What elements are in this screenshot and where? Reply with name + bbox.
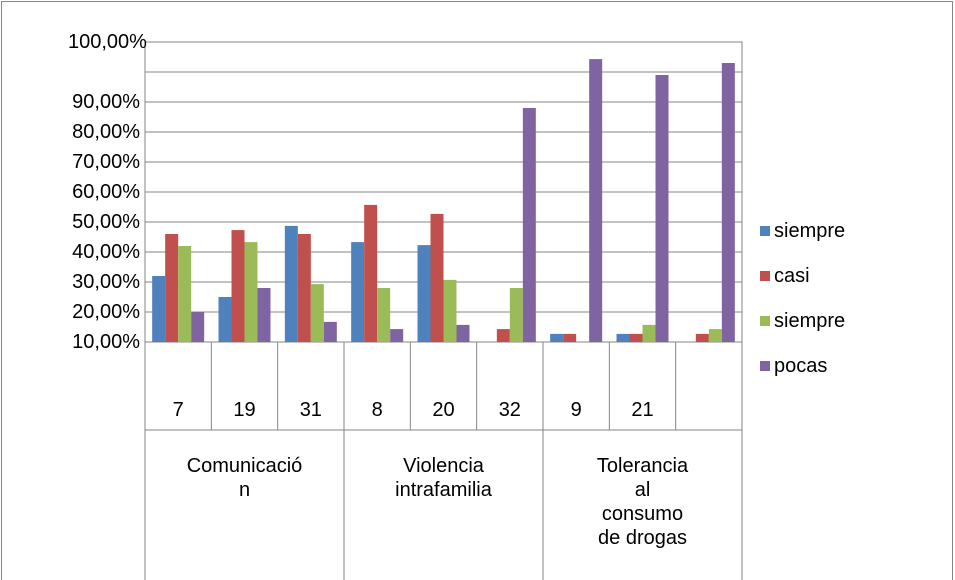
x-tick-label: 20: [432, 399, 455, 421]
x-tick-label: 8: [371, 399, 383, 421]
y-tick-label: 30,00%: [72, 271, 140, 293]
bar: [456, 324, 470, 342]
bar: [191, 312, 205, 342]
x-tick-label: 31: [299, 399, 322, 421]
bar: [443, 279, 457, 342]
bar: [218, 297, 232, 342]
bar: [165, 234, 179, 342]
bar: [364, 204, 378, 342]
bar: [310, 284, 324, 342]
x-tick-label: 21: [631, 399, 654, 421]
legend-swatch: [760, 226, 770, 236]
group-label: Tolerancia al consumo de drogas: [596, 455, 689, 549]
bar: [616, 333, 630, 342]
bar: [655, 75, 669, 342]
y-tick-label: 20,00%: [72, 301, 140, 323]
legend-label: casi: [774, 265, 810, 287]
bar: [708, 329, 722, 342]
legend-swatch: [760, 361, 770, 371]
bar: [417, 245, 431, 342]
legend-label: siempre: [774, 220, 846, 242]
group-label: Violencia intrafamilia: [395, 455, 492, 501]
bar: [642, 324, 656, 342]
bar: [430, 213, 444, 342]
bar: [323, 321, 337, 342]
bar: [695, 333, 709, 342]
y-tick-label: 70,00%: [72, 151, 140, 173]
bar: [629, 333, 643, 342]
bar: [152, 276, 166, 342]
bar: [563, 333, 577, 342]
legend-swatch: [760, 271, 770, 281]
bar: [244, 242, 258, 342]
bar: [178, 246, 192, 342]
bar: [509, 288, 523, 342]
y-tick-label: 90,00%: [72, 91, 140, 113]
bar: [297, 234, 311, 342]
y-tick-label: 10,00%: [72, 331, 140, 353]
y-tick-label: 40,00%: [72, 241, 140, 263]
y-tick-label: 50,00%: [72, 211, 140, 233]
x-tick-label: 19: [233, 399, 256, 421]
bar: [351, 242, 365, 342]
bar: [496, 329, 510, 342]
x-tick-label: 7: [172, 399, 184, 421]
bar: [522, 108, 536, 342]
y-tick-label: 80,00%: [72, 121, 140, 143]
x-tick-label: 9: [570, 399, 582, 421]
y-tick-label: 100,00%: [68, 31, 147, 53]
legend-swatch: [760, 316, 770, 326]
legend-label: pocas: [774, 355, 828, 377]
x-tick-label: 32: [498, 399, 521, 421]
bar: [377, 288, 391, 342]
group-label: Comunicación: [186, 455, 303, 501]
bar: [284, 225, 298, 342]
bar: [589, 59, 603, 342]
bar: [231, 230, 245, 342]
bar: [257, 288, 271, 342]
y-tick-label: 60,00%: [72, 181, 140, 203]
bar: [390, 329, 404, 342]
bar: [721, 63, 735, 342]
bar: [550, 333, 564, 342]
legend-label: siempre: [774, 310, 846, 332]
